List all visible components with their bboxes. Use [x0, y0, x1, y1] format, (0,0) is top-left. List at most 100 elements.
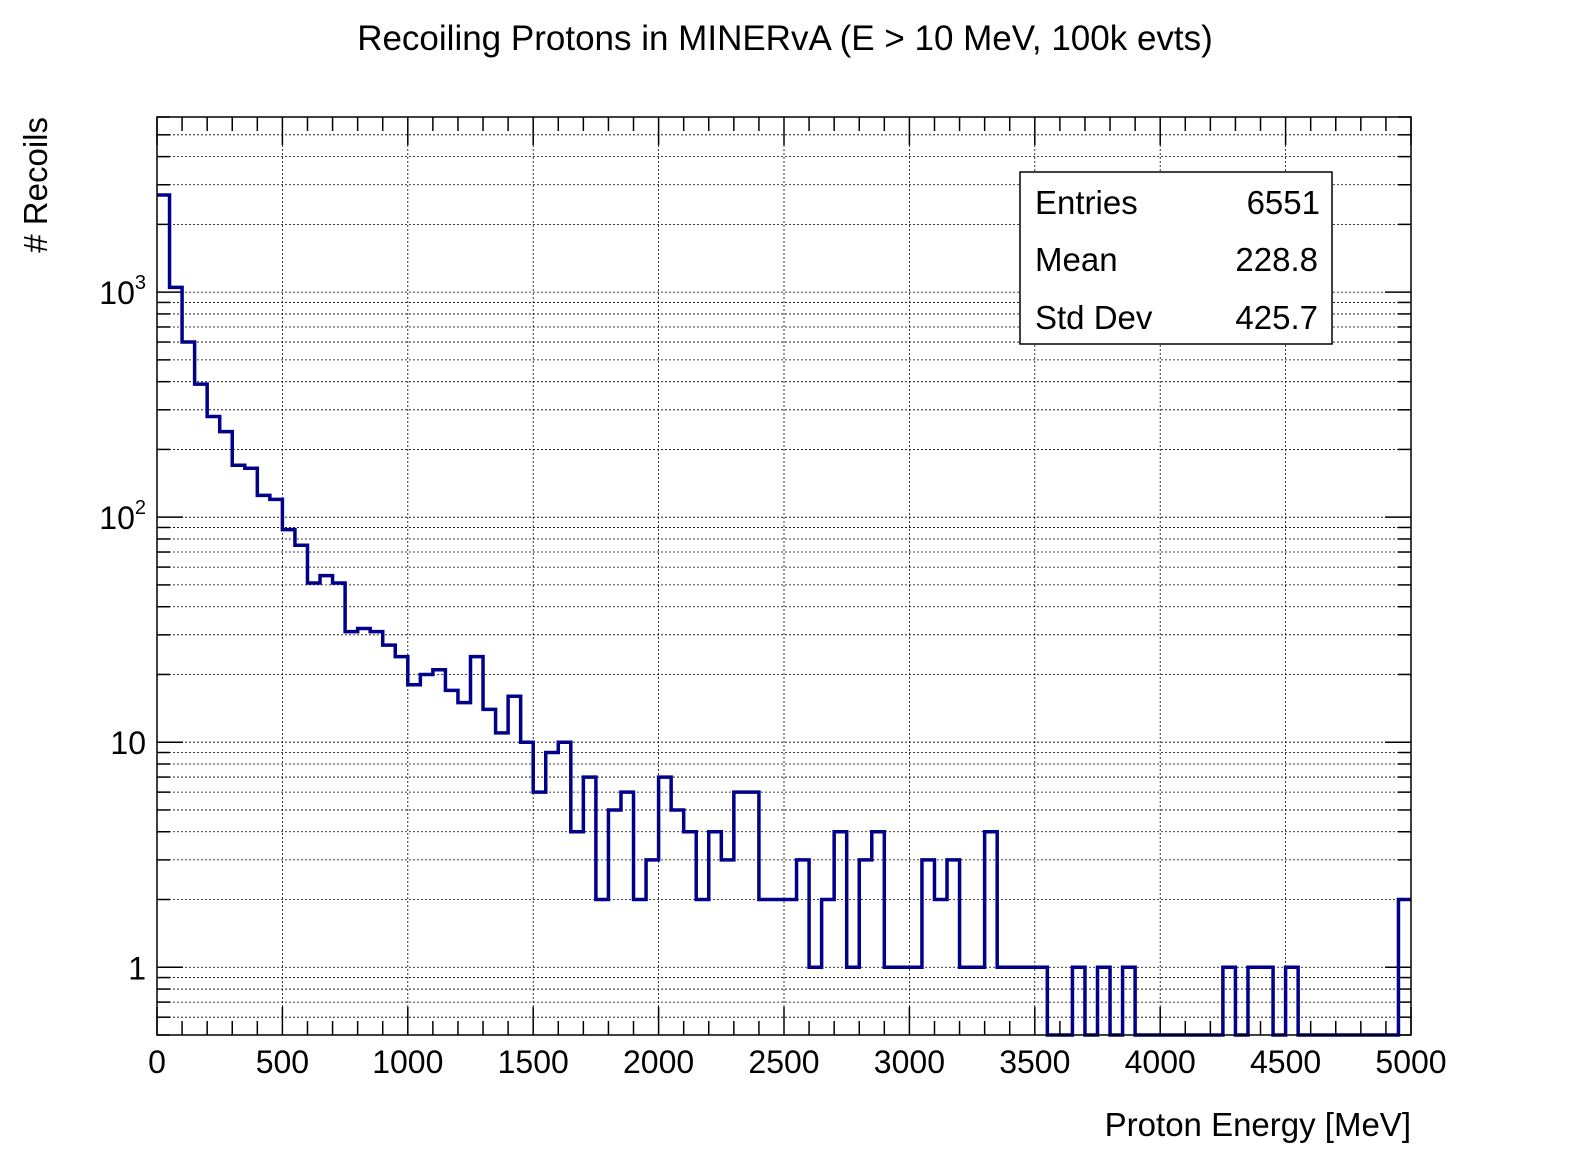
histogram-bin [684, 832, 697, 1035]
y-tick-labels: 1 10 102 103 [99, 272, 146, 986]
histogram-bin [458, 703, 471, 1035]
y-tick-label: 102 [99, 497, 146, 536]
histogram-bin [408, 685, 421, 1035]
histogram-bin [420, 674, 433, 1035]
x-tick-label: 3000 [874, 1044, 945, 1080]
stats-entries-value: 6551 [1247, 184, 1320, 221]
histogram-bin [370, 632, 383, 1035]
histogram-bin [634, 900, 647, 1035]
histogram-bin [822, 900, 835, 1035]
histogram-bin [295, 545, 308, 1035]
x-tick-label: 1000 [372, 1044, 443, 1080]
stats-box-frame [1019, 171, 1333, 345]
histogram-bin [571, 832, 584, 1035]
stats-entries-label: Entries [1035, 184, 1138, 221]
histogram-bin [383, 645, 396, 1035]
histogram-bin [1261, 967, 1274, 1035]
x-tick-label: 4500 [1250, 1044, 1321, 1080]
y-tick-label: 103 [99, 272, 146, 311]
histogram-bin [671, 810, 684, 1035]
histogram-bin [872, 832, 885, 1035]
histogram-bin [934, 900, 947, 1035]
chart-title: Recoiling Protons in MINERvA (E > 10 MeV… [357, 19, 1213, 58]
y-axis-label: # Recoils [17, 117, 54, 253]
histogram-bin [533, 792, 546, 1035]
histogram-bin [345, 632, 358, 1035]
histogram-bin [333, 583, 346, 1035]
x-tick-label: 4000 [1125, 1044, 1196, 1080]
histogram-bin [784, 900, 797, 1035]
histogram-bin [521, 742, 534, 1035]
histogram-bin [972, 967, 985, 1035]
histogram-bin [909, 967, 922, 1035]
x-tick-label: 500 [256, 1044, 309, 1080]
histogram-bin [734, 792, 747, 1035]
histogram-bin [445, 690, 458, 1035]
histogram-bin [1010, 967, 1023, 1035]
stats-stddev-label: Std Dev [1035, 299, 1153, 336]
histogram-bin [358, 629, 371, 1035]
histogram-bin [307, 583, 320, 1035]
histogram-bin [270, 499, 283, 1035]
histogram-bin [859, 860, 872, 1035]
histogram-bin [834, 832, 847, 1035]
histogram-bin [195, 384, 208, 1035]
histogram-bin [1123, 967, 1136, 1035]
x-tick-labels: 0 500 1000 1500 2000 2500 3000 3500 4000 4500 5000 [148, 1044, 1446, 1080]
histogram-bin [797, 860, 810, 1035]
histogram-bin [433, 670, 446, 1035]
histogram-bin [922, 860, 935, 1035]
histogram-bin [709, 832, 722, 1035]
histogram-bin [471, 657, 484, 1035]
histogram-bin [1022, 967, 1035, 1035]
histogram-bin [170, 287, 183, 1035]
histogram-bin [847, 967, 860, 1035]
histogram-bin [659, 777, 672, 1035]
histogram-bin [496, 733, 509, 1035]
x-axis-label: Proton Energy [MeV] [1105, 1106, 1411, 1143]
histogram-bin [232, 465, 245, 1035]
x-tick-label: 5000 [1375, 1044, 1446, 1080]
histogram-bin [621, 792, 634, 1035]
histogram-bin [558, 742, 571, 1035]
y-tick-label: 1 [128, 950, 146, 986]
histogram-bin [947, 860, 960, 1035]
histogram-bin [282, 530, 295, 1035]
histogram-bin [1286, 967, 1299, 1035]
histogram-bin [257, 495, 270, 1035]
histogram-bin [245, 468, 258, 1035]
histogram-bin [1072, 967, 1085, 1035]
stats-mean-label: Mean [1035, 241, 1118, 278]
stats-mean-value: 228.8 [1235, 241, 1318, 278]
y-tick-label: 10 [110, 725, 146, 761]
histogram-bin [508, 696, 521, 1035]
histogram-bin [759, 900, 772, 1035]
histogram-bin [884, 967, 897, 1035]
histogram-bin [897, 967, 910, 1035]
plot-frame [156, 116, 1412, 1036]
x-tick-label: 2500 [748, 1044, 819, 1080]
histogram-bin [320, 576, 333, 1035]
x-tick-label: 0 [148, 1044, 166, 1080]
histogram-bin [608, 810, 621, 1035]
histogram-bin [583, 777, 596, 1035]
histogram-bin [483, 709, 496, 1035]
histogram-bin [721, 860, 734, 1035]
stats-box: Entries 6551 Mean 228.8 Std Dev 425.7 [1019, 171, 1333, 345]
histogram-bin [696, 900, 709, 1035]
histogram-bin [985, 832, 998, 1035]
histogram-bin [395, 657, 408, 1035]
histogram-bin [546, 753, 559, 1035]
histogram-bin [596, 900, 609, 1035]
histogram-bin [746, 792, 759, 1035]
histogram-bin [182, 342, 195, 1035]
histogram-bin [997, 967, 1010, 1035]
axis-ticks [156, 116, 1412, 1036]
histogram-bin [157, 195, 170, 1035]
stats-stddev-value: 425.7 [1235, 299, 1318, 336]
histogram-bin [1035, 967, 1048, 1035]
histogram-bin [1223, 967, 1236, 1035]
histogram-bin [220, 432, 233, 1035]
histogram-bin [960, 967, 973, 1035]
histogram-bin [207, 417, 220, 1035]
